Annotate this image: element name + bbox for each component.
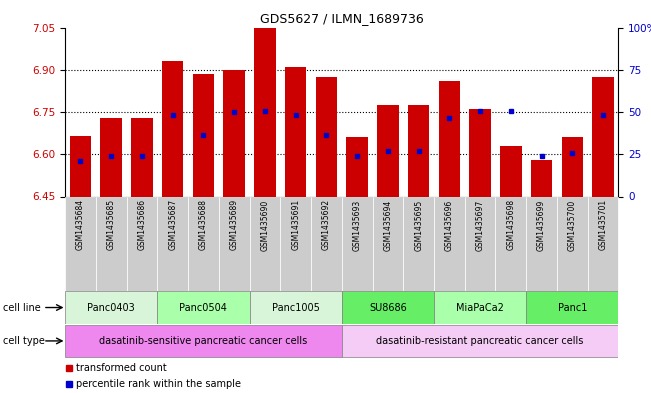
FancyBboxPatch shape xyxy=(588,196,618,291)
Bar xyxy=(223,70,245,196)
Bar xyxy=(162,61,184,196)
Text: SU8686: SU8686 xyxy=(369,303,407,312)
Bar xyxy=(469,109,491,196)
Text: GSM1435684: GSM1435684 xyxy=(76,199,85,250)
Bar xyxy=(439,81,460,196)
Text: GSM1435698: GSM1435698 xyxy=(506,199,516,250)
Bar xyxy=(500,146,521,196)
FancyBboxPatch shape xyxy=(65,196,96,291)
Text: percentile rank within the sample: percentile rank within the sample xyxy=(76,379,241,389)
FancyBboxPatch shape xyxy=(342,292,434,323)
Bar xyxy=(193,74,214,196)
Text: GSM1435693: GSM1435693 xyxy=(353,199,362,251)
FancyBboxPatch shape xyxy=(281,196,311,291)
FancyBboxPatch shape xyxy=(311,196,342,291)
Text: GSM1435700: GSM1435700 xyxy=(568,199,577,251)
FancyBboxPatch shape xyxy=(188,196,219,291)
Text: GSM1435689: GSM1435689 xyxy=(230,199,239,250)
FancyBboxPatch shape xyxy=(403,196,434,291)
Text: GSM1435695: GSM1435695 xyxy=(414,199,423,251)
Text: GSM1435694: GSM1435694 xyxy=(383,199,393,251)
FancyBboxPatch shape xyxy=(342,196,372,291)
FancyBboxPatch shape xyxy=(526,196,557,291)
FancyBboxPatch shape xyxy=(434,292,526,323)
FancyBboxPatch shape xyxy=(65,325,342,357)
Text: Panc1005: Panc1005 xyxy=(271,303,320,312)
Text: dasatinib-sensitive pancreatic cancer cells: dasatinib-sensitive pancreatic cancer ce… xyxy=(100,336,307,346)
Text: Panc1: Panc1 xyxy=(558,303,587,312)
FancyBboxPatch shape xyxy=(465,196,495,291)
FancyBboxPatch shape xyxy=(342,325,618,357)
Text: Panc0403: Panc0403 xyxy=(87,303,135,312)
FancyBboxPatch shape xyxy=(126,196,158,291)
Title: GDS5627 / ILMN_1689736: GDS5627 / ILMN_1689736 xyxy=(260,12,424,25)
Text: MiaPaCa2: MiaPaCa2 xyxy=(456,303,504,312)
Text: GSM1435685: GSM1435685 xyxy=(107,199,116,250)
Text: Panc0504: Panc0504 xyxy=(180,303,227,312)
Bar xyxy=(254,28,275,196)
Text: GSM1435699: GSM1435699 xyxy=(537,199,546,251)
Text: GSM1435687: GSM1435687 xyxy=(168,199,177,250)
Bar xyxy=(531,160,552,196)
Text: GSM1435697: GSM1435697 xyxy=(476,199,484,251)
FancyBboxPatch shape xyxy=(96,196,126,291)
Bar xyxy=(562,137,583,196)
Bar xyxy=(285,67,307,196)
Bar xyxy=(377,105,398,196)
Bar xyxy=(70,136,91,196)
FancyBboxPatch shape xyxy=(65,292,158,323)
FancyBboxPatch shape xyxy=(557,196,588,291)
Text: cell type: cell type xyxy=(3,336,45,346)
FancyBboxPatch shape xyxy=(158,292,249,323)
FancyBboxPatch shape xyxy=(495,196,526,291)
FancyBboxPatch shape xyxy=(372,196,403,291)
FancyBboxPatch shape xyxy=(158,196,188,291)
Bar xyxy=(592,77,614,196)
FancyBboxPatch shape xyxy=(219,196,249,291)
Bar xyxy=(316,77,337,196)
Bar xyxy=(346,137,368,196)
Bar xyxy=(408,105,430,196)
FancyBboxPatch shape xyxy=(434,196,465,291)
Bar xyxy=(100,118,122,196)
Text: GSM1435690: GSM1435690 xyxy=(260,199,270,251)
Text: GSM1435686: GSM1435686 xyxy=(137,199,146,250)
FancyBboxPatch shape xyxy=(249,292,342,323)
Text: GSM1435691: GSM1435691 xyxy=(291,199,300,250)
FancyBboxPatch shape xyxy=(249,196,281,291)
Text: transformed count: transformed count xyxy=(76,362,167,373)
FancyBboxPatch shape xyxy=(526,292,618,323)
Text: GSM1435701: GSM1435701 xyxy=(598,199,607,250)
Bar xyxy=(132,118,153,196)
Text: GSM1435692: GSM1435692 xyxy=(322,199,331,250)
Text: dasatinib-resistant pancreatic cancer cells: dasatinib-resistant pancreatic cancer ce… xyxy=(376,336,584,346)
Text: cell line: cell line xyxy=(3,303,41,312)
Text: GSM1435688: GSM1435688 xyxy=(199,199,208,250)
Text: GSM1435696: GSM1435696 xyxy=(445,199,454,251)
